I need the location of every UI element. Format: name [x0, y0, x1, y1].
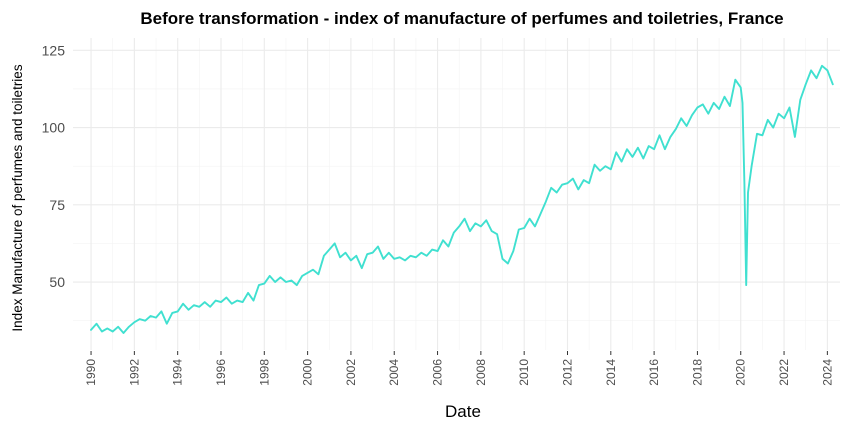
- x-tick-label: 2014: [604, 359, 618, 386]
- x-tick-label: 1990: [84, 359, 98, 386]
- x-tick-label: 1992: [127, 359, 141, 386]
- x-axis-title: Date: [445, 402, 481, 421]
- x-tick-label: 2024: [820, 359, 834, 386]
- y-axis-title: Index Manufacture of perfumes and toilet…: [10, 64, 25, 331]
- grid-lines: [73, 38, 840, 350]
- x-tick-label: 2018: [690, 359, 704, 386]
- y-tick-label: 100: [42, 120, 66, 136]
- x-tick-label: 2000: [301, 359, 315, 386]
- x-tick-label: 2004: [387, 359, 401, 386]
- y-tick-label: 125: [42, 42, 66, 58]
- y-axis-tick-labels: 50 75 100 125: [42, 42, 66, 290]
- x-tick-label: 1998: [257, 359, 271, 386]
- x-tick-label: 2002: [344, 359, 358, 386]
- x-tick-label: 1996: [214, 359, 228, 386]
- x-tick-label: 2012: [560, 359, 574, 386]
- series-layer: [90, 64, 834, 334]
- x-tick-label: 2010: [517, 359, 531, 386]
- x-tick-label: 1994: [171, 359, 185, 386]
- x-tick-label: 2020: [734, 359, 748, 386]
- series-line: [90, 64, 834, 334]
- x-tick-label: 2006: [431, 359, 445, 386]
- y-tick-label: 75: [49, 197, 65, 213]
- x-tick-label: 2016: [647, 359, 661, 386]
- x-tick-label: 2022: [777, 359, 791, 386]
- x-tick-label: 2008: [474, 359, 488, 386]
- chart-title: Before transformation - index of manufac…: [140, 9, 783, 28]
- y-tick-label: 50: [49, 274, 65, 290]
- x-axis-tick-labels: 1990 1992 1994 1996 1998 2000 2002 2004 2006 2008…: [84, 351, 834, 386]
